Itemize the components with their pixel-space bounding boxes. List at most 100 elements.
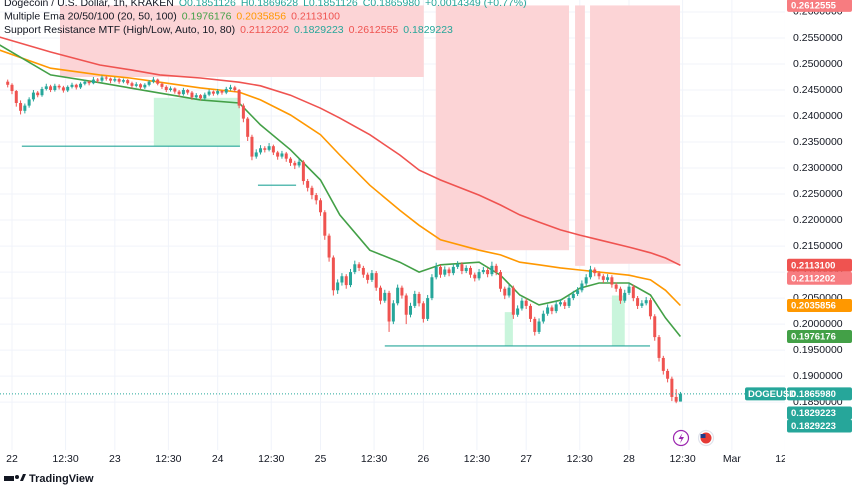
candle-body bbox=[164, 86, 168, 90]
resistance-zone bbox=[59, 5, 424, 77]
candle-body bbox=[481, 270, 485, 273]
candle-body bbox=[126, 80, 130, 84]
price-label-box bbox=[787, 271, 852, 285]
candle-body bbox=[6, 81, 10, 85]
candle-body bbox=[408, 305, 412, 315]
candle-body bbox=[666, 370, 670, 379]
candle-body bbox=[563, 302, 567, 306]
candle-body bbox=[614, 284, 618, 289]
candle-body bbox=[104, 77, 108, 79]
candle-body bbox=[74, 84, 78, 88]
price-axis: 0.18500000.19000000.19500000.20000000.20… bbox=[745, 0, 852, 470]
legend-row: Dogecoin / U.S. Dollar, 1h, KRAKEN O0.185… bbox=[4, 0, 527, 9]
candle-body bbox=[404, 295, 408, 315]
candle-body bbox=[117, 79, 121, 82]
price-label: 0.2035856 bbox=[791, 300, 836, 311]
logo-mark bbox=[20, 474, 26, 481]
flag-icon-canton bbox=[700, 434, 706, 438]
resistance-zone bbox=[590, 5, 681, 264]
legend-value: H0.1869628 bbox=[241, 0, 298, 9]
legend-title: Dogecoin / U.S. Dollar, 1h, KRAKEN bbox=[4, 0, 174, 9]
candle-body bbox=[224, 88, 228, 93]
x-tick-label: 26 bbox=[418, 453, 430, 465]
candle-body bbox=[276, 152, 280, 157]
candle-body bbox=[169, 88, 173, 90]
candle-body bbox=[237, 90, 241, 106]
event-icons bbox=[672, 429, 715, 447]
candle-body bbox=[618, 288, 622, 301]
legend-value: 0.2112202 bbox=[240, 24, 289, 36]
price-label: 0.1829223 bbox=[791, 421, 836, 432]
candle-body bbox=[486, 270, 490, 275]
support-zone bbox=[153, 97, 240, 147]
candle-body bbox=[550, 307, 554, 312]
candle-body bbox=[507, 287, 511, 296]
candle-body bbox=[593, 269, 597, 274]
candle-body bbox=[246, 118, 250, 137]
candle-body bbox=[528, 305, 532, 319]
candle-body bbox=[456, 264, 460, 267]
candle-body bbox=[297, 161, 301, 166]
candle-body bbox=[370, 273, 374, 280]
candle-body bbox=[91, 79, 95, 84]
candle-body bbox=[640, 303, 644, 306]
candle-body bbox=[143, 84, 147, 88]
price-label: 0.1829223 bbox=[791, 408, 836, 419]
candle-body bbox=[139, 84, 143, 88]
candle-body bbox=[259, 148, 263, 153]
legend-value: 0.2035856 bbox=[236, 10, 286, 22]
support-zone bbox=[504, 312, 513, 346]
x-tick-label: Mar bbox=[723, 453, 742, 465]
y-tick-label: 0.2300000 bbox=[793, 162, 843, 174]
candle-body bbox=[490, 265, 494, 275]
price-label-box bbox=[787, 298, 852, 312]
candle-body bbox=[653, 316, 657, 338]
price-label-box bbox=[787, 406, 852, 420]
y-tick-label: 0.2000000 bbox=[793, 318, 843, 330]
candle-body bbox=[580, 283, 584, 291]
candle-body bbox=[280, 153, 284, 157]
candle-body bbox=[190, 92, 194, 98]
candle-body bbox=[36, 92, 40, 96]
candle-body bbox=[571, 293, 575, 299]
candle-body bbox=[203, 94, 207, 99]
candle-body bbox=[301, 161, 305, 182]
candle-body bbox=[49, 86, 53, 90]
candle-body bbox=[53, 85, 57, 90]
candle-body bbox=[468, 267, 472, 275]
candle-body bbox=[379, 287, 383, 301]
candle-body bbox=[151, 79, 155, 82]
candle-body bbox=[610, 277, 614, 285]
price-label: 0.2612555 bbox=[791, 0, 837, 11]
candle-body bbox=[323, 212, 327, 236]
legend-value: O0.1851126 bbox=[179, 0, 236, 9]
legend-value: L0.1851126 bbox=[303, 0, 358, 9]
resistance-zone bbox=[575, 5, 585, 266]
x-tick-label: 12:30 bbox=[361, 453, 387, 465]
candle-body bbox=[447, 269, 451, 274]
lightning-icon bbox=[678, 433, 684, 444]
logo-mark bbox=[15, 475, 19, 479]
candle-body bbox=[383, 292, 387, 301]
y-tick-label: 0.2200000 bbox=[793, 214, 843, 226]
candle-body bbox=[631, 286, 635, 299]
y-tick-label: 0.1900000 bbox=[793, 370, 843, 382]
candle-body bbox=[216, 91, 220, 94]
price-label: 0.2112202 bbox=[791, 273, 835, 284]
candle-body bbox=[109, 78, 113, 81]
legend-row: Support Resistance MTF (High/Low, Auto, … bbox=[4, 24, 453, 36]
candle-body bbox=[648, 300, 652, 317]
y-tick-label: 0.2550000 bbox=[793, 32, 843, 44]
candle-body bbox=[623, 292, 627, 301]
legend-title: Multiple Ema 20/50/100 (20, 50, 100) bbox=[4, 10, 177, 22]
candle-body bbox=[27, 99, 31, 106]
y-tick-label: 0.2500000 bbox=[793, 58, 843, 70]
candle-body bbox=[460, 264, 464, 272]
plot-area bbox=[0, 0, 785, 450]
x-tick-label: 28 bbox=[623, 453, 635, 465]
candle-body bbox=[353, 264, 357, 273]
legend-value: 0.2612555 bbox=[349, 24, 399, 36]
candle-body bbox=[678, 393, 682, 402]
candle-body bbox=[293, 162, 297, 166]
candle-body bbox=[340, 276, 344, 283]
